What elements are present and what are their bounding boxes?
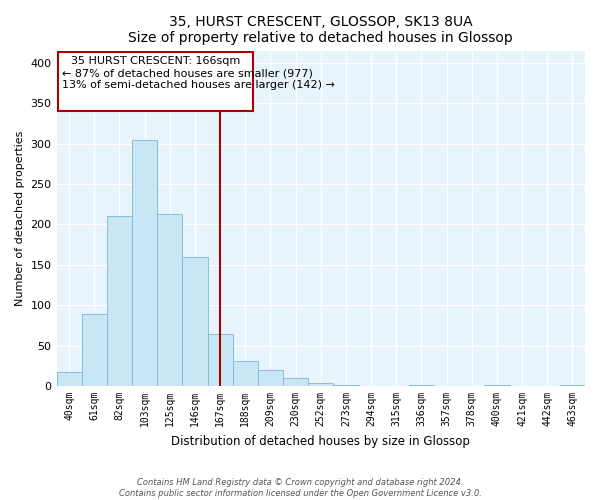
Bar (82, 314, 107, 386)
X-axis label: Distribution of detached houses by size in Glossop: Distribution of detached houses by size … (172, 434, 470, 448)
Bar (283, 378, 308, 386)
Bar (258, 370, 283, 386)
Bar (56, 372, 82, 386)
Bar (157, 214, 182, 386)
Bar (132, 140, 157, 386)
Text: Contains HM Land Registry data © Crown copyright and database right 2024.
Contai: Contains HM Land Registry data © Crown c… (119, 478, 481, 498)
Bar (182, 256, 208, 386)
Y-axis label: Number of detached properties: Number of detached properties (15, 130, 25, 306)
FancyBboxPatch shape (58, 52, 253, 111)
Bar (208, 334, 233, 386)
Bar (409, 385, 434, 386)
Text: 13% of semi-detached houses are larger (142) →: 13% of semi-detached houses are larger (… (62, 80, 334, 90)
Bar (107, 216, 132, 386)
Text: ← 87% of detached houses are smaller (977): ← 87% of detached houses are smaller (97… (62, 68, 313, 78)
Bar (233, 361, 258, 386)
Title: 35, HURST CRESCENT, GLOSSOP, SK13 8UA
Size of property relative to detached hous: 35, HURST CRESCENT, GLOSSOP, SK13 8UA Si… (128, 15, 513, 45)
Bar (308, 383, 334, 386)
Bar (334, 385, 359, 386)
Bar (560, 385, 585, 386)
Text: 35 HURST CRESCENT: 166sqm: 35 HURST CRESCENT: 166sqm (71, 56, 240, 66)
Bar (484, 385, 509, 386)
